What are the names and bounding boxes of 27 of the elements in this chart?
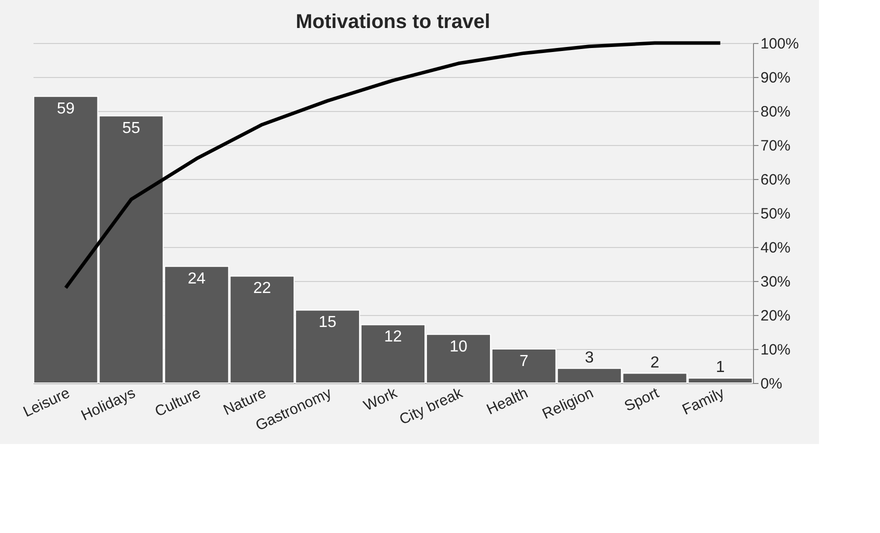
y2-tick-label: 90% (760, 70, 791, 86)
y2-tick-label: 40% (760, 240, 791, 256)
x-tick-label: Health (484, 384, 531, 418)
y2-tick-label: 50% (760, 206, 791, 222)
y2-tick-label: 60% (760, 172, 791, 188)
x-tick-label: Family (680, 384, 728, 419)
y2-tick-label: 100% (760, 36, 799, 52)
x-tick-label: Sport (622, 384, 662, 416)
data-label: 12 (384, 328, 402, 346)
data-label: 2 (650, 354, 660, 372)
data-label: 15 (318, 314, 337, 332)
x-tick-label: Culture (152, 384, 204, 420)
y2-tick-label: 0% (760, 376, 782, 392)
y2-tick-label: 80% (760, 104, 791, 120)
data-label: 10 (450, 338, 468, 356)
data-label: 7 (519, 353, 528, 370)
data-label: 59 (56, 100, 75, 118)
y2-tick-label: 10% (760, 342, 791, 358)
y2-tick-label: 30% (760, 274, 791, 290)
data-label: 22 (253, 280, 272, 298)
data-label: 55 (122, 120, 140, 137)
data-label: 24 (188, 270, 206, 288)
y2-tick-label: 20% (760, 308, 791, 324)
chart-title: Motivations to travel (296, 11, 490, 33)
y2-tick-label: 70% (760, 138, 791, 154)
data-label: 1 (716, 359, 725, 376)
data-label: 3 (584, 349, 594, 366)
